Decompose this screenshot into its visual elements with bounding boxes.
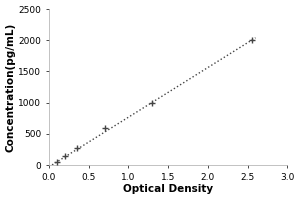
X-axis label: Optical Density: Optical Density [123,184,213,194]
Y-axis label: Concentration(pg/mL): Concentration(pg/mL) [6,22,16,152]
